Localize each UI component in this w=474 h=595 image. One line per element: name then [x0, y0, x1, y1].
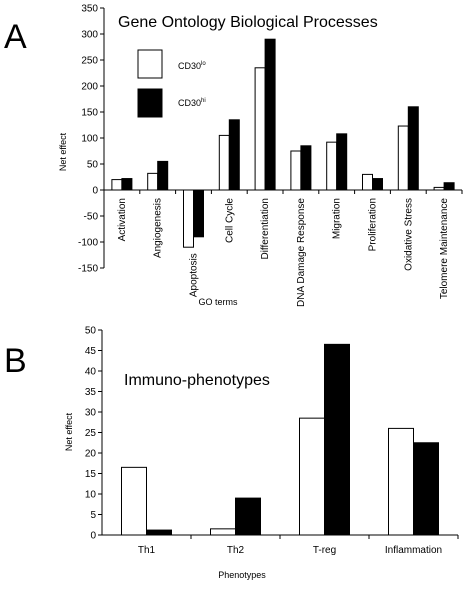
x-tick-label: T-reg — [313, 545, 336, 556]
x-tick-label: Differentiation — [260, 198, 271, 260]
bar-hi-activation — [121, 178, 133, 191]
y-tick-label: 40 — [85, 367, 97, 378]
panel-b-xlabel: Phenotypes — [218, 570, 266, 580]
bar-hi-t-reg — [324, 343, 350, 536]
panel-a-legend: CD30lo CD30hi — [137, 49, 206, 118]
bar-lo-cell-cycle — [218, 134, 230, 191]
bar-lo-t-reg — [299, 417, 325, 536]
y-tick-label: 15 — [85, 469, 97, 480]
bar-lo-th1 — [121, 466, 147, 536]
bar-lo-activation — [111, 179, 123, 191]
legend-label-lo-sup: lo — [201, 61, 206, 67]
x-tick-label: Oxidative Stress — [403, 198, 414, 271]
panel-a-chart: -150 -100 -50 0 50 100 150 200 250 300 350 Activati… — [78, 4, 463, 307]
legend-label-lo: CD30lo — [178, 61, 206, 71]
bar-hi-angiogenesis — [157, 160, 169, 191]
panel-b-title: Immuno-phenotypes — [124, 372, 270, 389]
bar-lo-differentiation — [254, 67, 266, 191]
legend-swatch-hi — [137, 88, 163, 118]
bar-lo-apoptosis — [183, 189, 194, 248]
x-tick-label: DNA Damage Response — [296, 198, 307, 307]
x-tick-label: Apoptosis — [189, 253, 200, 297]
legend-label-hi-main: CD30 — [178, 98, 201, 108]
x-tick-label: Inflammation — [385, 545, 442, 556]
bar-hi-apoptosis — [193, 189, 204, 238]
bar-hi-migration — [336, 133, 348, 191]
y-tick-label: 10 — [85, 490, 97, 501]
panel-b-ylabel: Net effect — [64, 412, 74, 451]
x-tick-label: Proliferation — [368, 198, 379, 251]
x-tick-label: Cell Cycle — [224, 198, 235, 243]
panel-a-ylabel: Net effect — [58, 132, 68, 171]
y-tick-label: 30 — [85, 408, 97, 419]
y-tick-label: 20 — [85, 449, 97, 460]
bar-lo-migration — [326, 141, 338, 191]
y-tick-label: 0 — [92, 186, 98, 197]
panel-a-letter: A — [4, 18, 27, 56]
y-tick-label: 150 — [81, 108, 98, 119]
legend-swatch-lo — [137, 49, 163, 79]
legend-label-hi-sup: hi — [201, 98, 206, 104]
x-tick-label: Migration — [332, 198, 343, 239]
y-tick-label: 350 — [81, 4, 98, 15]
bar-hi-inflammation — [413, 442, 439, 536]
x-tick-label: Telomere Maintenance — [439, 198, 450, 300]
bar-hi-proliferation — [372, 178, 383, 191]
panel-a-xlabel: GO terms — [198, 297, 238, 307]
x-tick-label: Th2 — [227, 545, 245, 556]
y-tick-label: 5 — [90, 510, 96, 521]
x-tick-label: Angiogenesis — [153, 198, 164, 258]
y-tick-label: 0 — [90, 531, 96, 542]
bar-hi-th1 — [146, 529, 172, 536]
bar-lo-proliferation — [362, 173, 373, 191]
bar-lo-angiogenesis — [147, 172, 159, 191]
y-tick-label: 100 — [81, 134, 98, 145]
bar-lo-th2 — [210, 528, 236, 536]
y-tick-label: 50 — [87, 160, 99, 171]
bar-hi-cell-cycle — [228, 119, 240, 191]
y-tick-label: -150 — [78, 264, 98, 275]
x-tick-label: Activation — [117, 198, 128, 241]
y-tick-label: 300 — [81, 30, 98, 41]
bar-lo-oxidative-stress — [397, 125, 409, 191]
bar-hi-dna-damage-response — [300, 145, 312, 191]
legend-label-hi: CD30hi — [178, 98, 206, 108]
y-tick-label: 35 — [85, 387, 97, 398]
bar-hi-th2 — [235, 497, 261, 536]
y-tick-label: 25 — [85, 428, 97, 439]
panel-b-letter: B — [4, 342, 27, 380]
y-tick-label: 45 — [85, 346, 97, 357]
y-tick-label: 250 — [81, 56, 98, 67]
bar-hi-differentiation — [264, 38, 276, 191]
panel-b-chart: 0 5 10 15 20 25 30 35 40 45 50 Th1 Th2 T-reg Inflammat… — [85, 326, 459, 556]
y-tick-label: -50 — [84, 212, 99, 223]
y-tick-label: -100 — [78, 238, 98, 249]
bar-lo-telomere-maintenance — [433, 186, 445, 191]
x-tick-label: Th1 — [138, 545, 156, 556]
bar-hi-telomere-maintenance — [443, 182, 455, 191]
legend-label-lo-main: CD30 — [178, 61, 201, 71]
y-tick-label: 50 — [85, 326, 97, 337]
bar-lo-inflammation — [388, 427, 414, 536]
y-tick-label: 200 — [81, 82, 98, 93]
bar-hi-oxidative-stress — [407, 106, 419, 191]
bar-lo-dna-damage-response — [290, 150, 302, 191]
panel-a-title: Gene Ontology Biological Processes — [118, 14, 378, 31]
